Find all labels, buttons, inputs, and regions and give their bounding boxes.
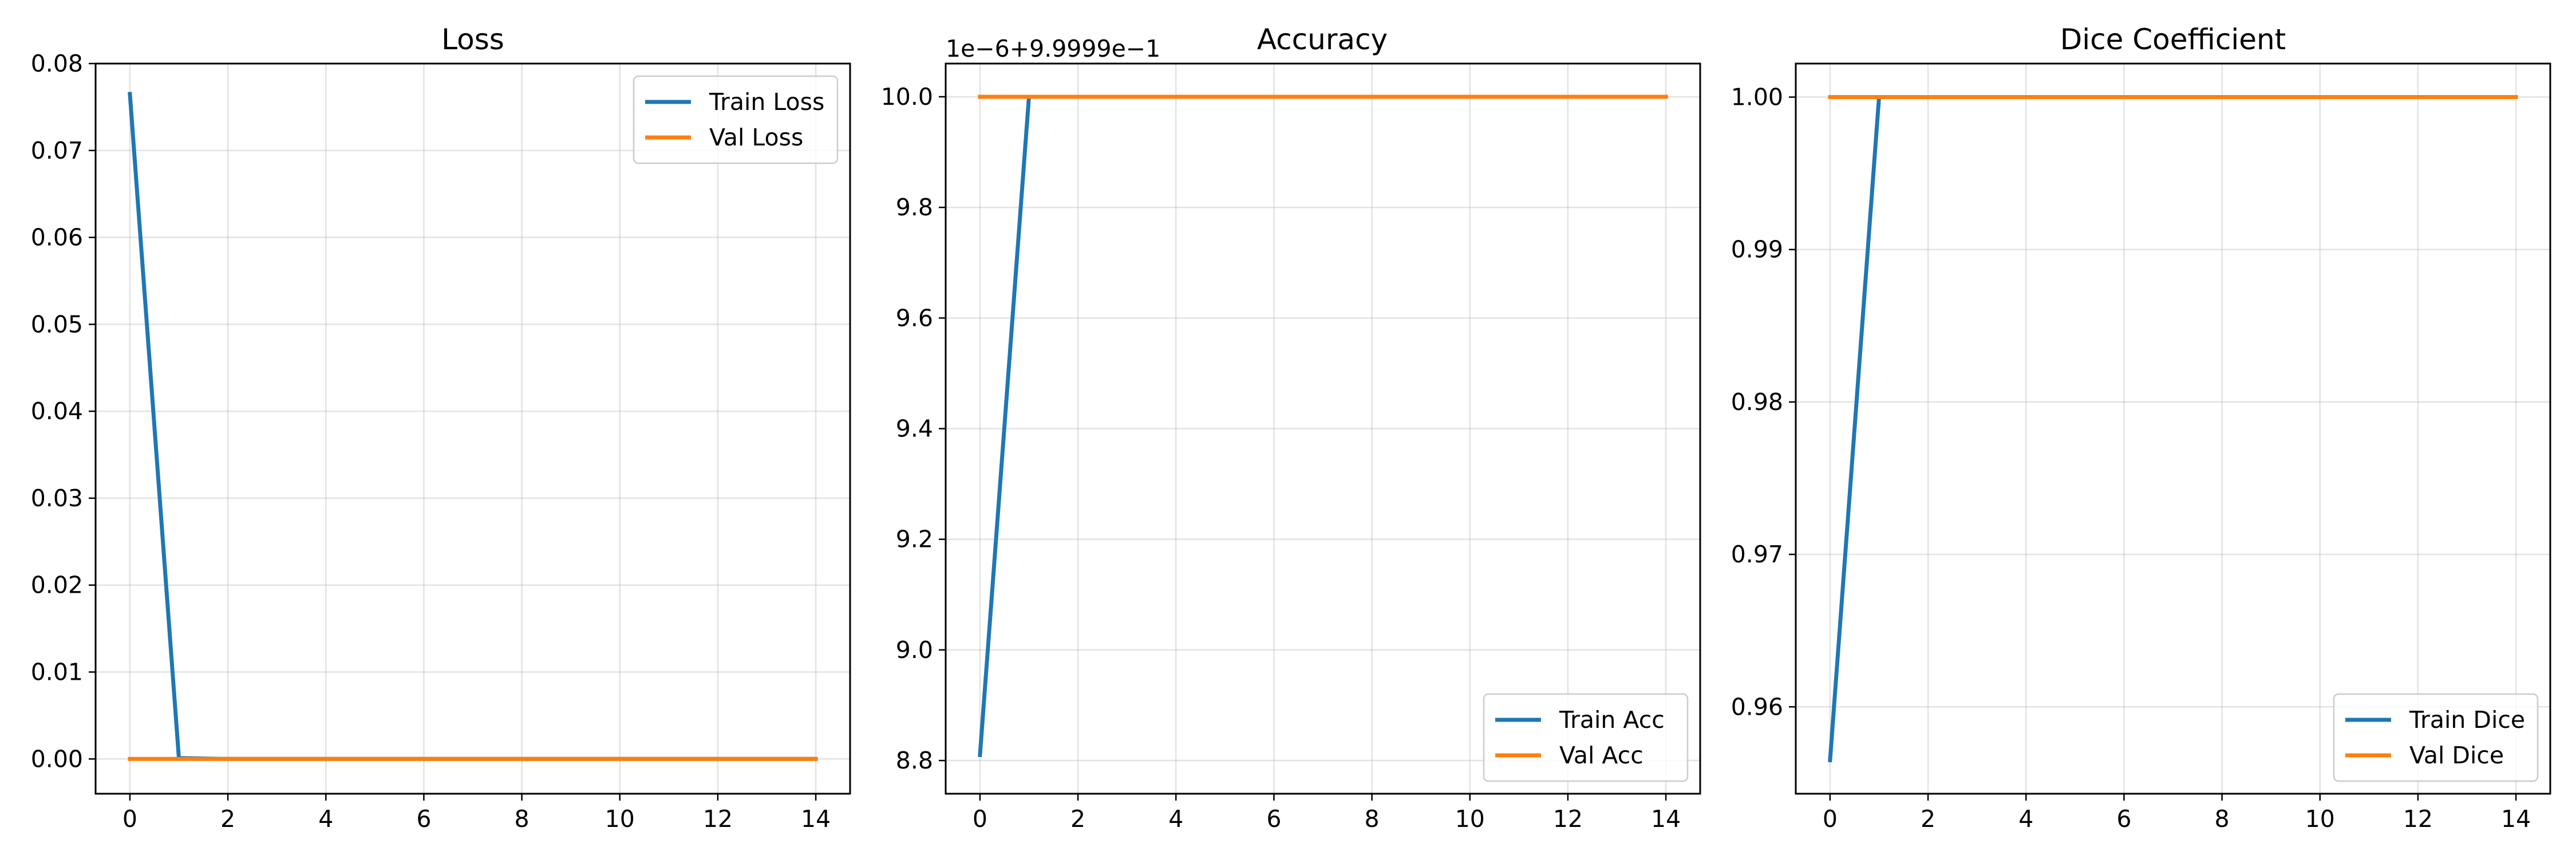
loss-series [128, 92, 818, 761]
accuracy-x-tick-label: 8 [1365, 805, 1380, 833]
loss-x-tick-label: 2 [220, 805, 235, 833]
accuracy-y-tick-label: 9.4 [896, 415, 933, 443]
loss-y-tick-label: 0.07 [31, 137, 83, 164]
accuracy-legend-label: Val Acc [1559, 742, 1643, 769]
loss-chart-title: Loss [441, 23, 504, 56]
dice-plot-frame [1795, 62, 2551, 795]
loss-y-tick-label: 0.01 [31, 659, 83, 686]
loss-x-tick-label: 10 [605, 805, 635, 833]
dice-series [1828, 95, 2518, 763]
loss-chart: Loss 0 2 4 6 8 10 12 14 0.00 0.01 0.02 0.03 0.04 0.05… [31, 23, 851, 833]
loss-legend: Train Loss Val Loss [633, 75, 839, 164]
accuracy-x-tick-label: 12 [1553, 805, 1583, 833]
accuracy-y-tick-label: 9.6 [896, 304, 933, 332]
dice-x-tick-label: 6 [2116, 805, 2131, 833]
loss-x-tick-label: 12 [703, 805, 733, 833]
accuracy-legend-box [1483, 693, 1689, 782]
dice-y-tick-label: 0.98 [1731, 388, 1783, 416]
dice-x-tick-label: 10 [2305, 805, 2335, 833]
loss-plot-frame [94, 62, 851, 795]
dice-legend-box [2333, 693, 2539, 782]
loss-y-tick-label: 0.04 [31, 397, 83, 425]
dice-x-tick-label: 0 [1823, 805, 1838, 833]
accuracy-y-tick-label: 9.8 [896, 194, 933, 221]
accuracy-y-tick-label: 9.0 [896, 636, 933, 664]
loss-x-tick-label: 4 [318, 805, 333, 833]
accuracy-ticks: 0 2 4 6 8 10 12 14 8.8 9.0 9.2 9.4 9.6 9.8 10.0 [881, 83, 1681, 833]
accuracy-x-tick-label: 2 [1070, 805, 1085, 833]
loss-y-tick-label: 0.05 [31, 310, 83, 338]
dice-ticks: 0 2 4 6 8 10 12 14 0.96 0.97 0.98 0.99 1.00 [1731, 84, 2531, 833]
dice-y-tick-label: 1.00 [1731, 84, 1783, 111]
dice-x-tick-label: 2 [1921, 805, 1935, 833]
accuracy-y-tick-label: 10.0 [881, 83, 933, 111]
accuracy-x-tick-label: 0 [973, 805, 987, 833]
dice-x-tick-label: 4 [2018, 805, 2033, 833]
loss-y-tick-label: 0.03 [31, 484, 83, 512]
loss-y-tick-label: 0.08 [31, 50, 83, 77]
dice-legend-label: Val Dice [2409, 742, 2504, 769]
accuracy-y-tick-label: 9.2 [896, 526, 933, 553]
accuracy-x-tick-label: 6 [1266, 805, 1281, 833]
dice-y-tick-label: 0.97 [1731, 541, 1783, 568]
dice-legend: Train Dice Val Dice [2333, 693, 2539, 782]
loss-x-tick-label: 6 [416, 805, 431, 833]
accuracy-x-tick-label: 14 [1651, 805, 1681, 833]
loss-legend-box [633, 75, 839, 164]
accuracy-legend: Train Acc Val Acc [1483, 693, 1689, 782]
accuracy-series [978, 94, 1668, 758]
accuracy-legend-label: Train Acc [1559, 706, 1665, 734]
loss-x-tick-label: 8 [515, 805, 530, 833]
accuracy-y-offset-label: 1e−6+9.9999e−1 [946, 35, 1160, 62]
loss-x-tick-label: 14 [801, 805, 831, 833]
loss-y-tick-label: 0.02 [31, 572, 83, 599]
accuracy-chart: Accuracy 1e−6+9.9999e−1 0 2 4 6 8 10 12 14 8.8 9.… [881, 23, 1701, 833]
loss-y-tick-label: 0.00 [31, 745, 83, 773]
accuracy-x-tick-label: 10 [1455, 805, 1485, 833]
dice-x-tick-label: 14 [2501, 805, 2531, 833]
dice-x-tick-label: 8 [2215, 805, 2230, 833]
accuracy-x-tick-label: 4 [1168, 805, 1183, 833]
loss-x-tick-label: 0 [123, 805, 137, 833]
dice-chart-title: Dice Coefficient [2060, 23, 2286, 56]
loss-legend-label: Train Loss [709, 88, 824, 116]
accuracy-chart-title: Accuracy [1257, 23, 1388, 56]
loss-legend-label: Val Loss [709, 124, 803, 151]
loss-y-tick-label: 0.06 [31, 224, 83, 251]
dice-y-tick-label: 0.96 [1731, 693, 1783, 720]
dice-legend-label: Train Dice [2409, 706, 2525, 734]
accuracy-y-tick-label: 8.8 [896, 747, 933, 774]
dice-y-tick-label: 0.99 [1731, 236, 1783, 263]
loss-ticks: 0 2 4 6 8 10 12 14 0.00 0.01 0.02 0.03 0.04 0.05 0.06 0… [31, 50, 831, 833]
dice-chart: Dice Coefficient 0 2 4 6 8 10 12 14 0.96 0.97 0.98… [1731, 23, 2551, 833]
dice-x-tick-label: 12 [2403, 805, 2433, 833]
